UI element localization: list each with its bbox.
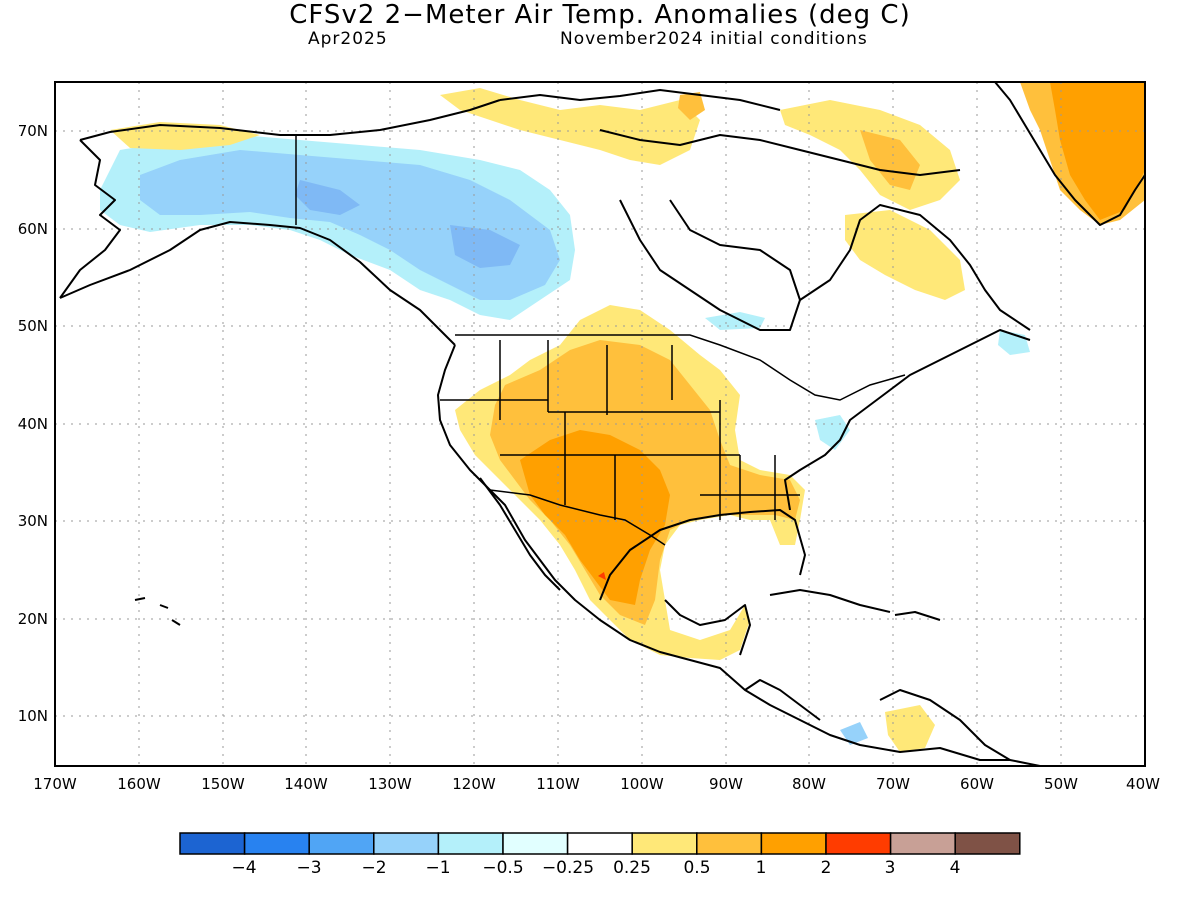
lat-label: 20N — [18, 610, 48, 628]
colorbar-swatch — [889, 832, 956, 855]
colorbar-swatch — [437, 832, 504, 855]
colorbar-label: −0.25 — [542, 858, 594, 878]
map-panel — [55, 82, 1145, 766]
lat-label: 70N — [18, 122, 48, 140]
lon-label: 130W — [368, 775, 412, 793]
map-frame — [54, 81, 1146, 767]
colorbar-swatch — [373, 832, 440, 855]
coastline-hudson-bay — [619, 199, 801, 331]
lon-label: 50W — [1044, 775, 1078, 793]
colorbar-label: −4 — [231, 858, 256, 878]
colorbar-label: 3 — [885, 858, 896, 878]
colorbar-swatch — [566, 832, 633, 855]
colorbar-labels: −4 −3 −2 −1 −0.5 −0.25 0.25 0.5 1 2 3 4 — [231, 858, 960, 878]
lon-label: 70W — [876, 775, 910, 793]
coastline-hispaniola — [894, 611, 941, 621]
lon-label: 110W — [536, 775, 580, 793]
colorbar-swatch — [954, 832, 1021, 855]
colorbar-label: 0.25 — [613, 858, 651, 878]
coastline-baja — [479, 477, 561, 591]
cold-anomaly-newfoundland — [998, 330, 1030, 355]
anomaly-shading — [100, 82, 1145, 752]
lat-label: 60N — [18, 220, 48, 238]
border-us-canada — [455, 334, 906, 401]
political-borders — [295, 135, 906, 546]
lon-label: 120W — [452, 775, 496, 793]
latitude-labels: 70N 60N 50N 40N 30N 20N 10N — [18, 122, 48, 725]
colorbar-label: 4 — [950, 858, 961, 878]
coastline-alaska — [59, 221, 456, 346]
cold-anomaly-colombia — [840, 722, 868, 745]
lon-label: 100W — [620, 775, 664, 793]
lon-label: 40W — [1126, 775, 1160, 793]
lon-label: 90W — [709, 775, 743, 793]
coastline-cuba — [769, 589, 891, 613]
warm-anomaly-arctic-core — [678, 92, 705, 120]
colorbar-label: −2 — [361, 858, 386, 878]
coastline-alaska-north — [79, 99, 501, 141]
lon-label: 80W — [792, 775, 826, 793]
warm-anomaly-greenland-core — [1050, 82, 1145, 220]
lat-label: 40N — [18, 415, 48, 433]
coastline-greenland — [994, 82, 1145, 226]
state-lines — [440, 340, 800, 520]
warm-anomaly-labrador — [845, 210, 965, 300]
colorbar-label: −3 — [296, 858, 321, 878]
colorbar-label: 2 — [821, 858, 832, 878]
warm-anomaly-baffin-core — [860, 130, 920, 190]
longitude-labels: 170W 160W 150W 140W 130W 120W 110W 100W … — [33, 775, 1160, 793]
colorbar-label: −0.5 — [482, 858, 523, 878]
warm-anomaly-core — [520, 430, 670, 605]
lat-label: 50N — [18, 317, 48, 335]
coastline-east-us — [784, 329, 1031, 511]
colorbar-swatch — [179, 832, 246, 855]
colorbar-label: 0.5 — [683, 858, 710, 878]
colorbar-swatch — [760, 832, 827, 855]
colorbar-swatch — [696, 832, 763, 855]
colorbar-swatch — [631, 832, 698, 855]
coastline-central-america — [744, 679, 1011, 761]
coastline-west-us — [437, 344, 1041, 766]
initial-conditions: November2024 initial conditions — [560, 29, 868, 49]
colorbar-swatch — [243, 832, 310, 855]
coastline-alaska-west — [59, 139, 121, 299]
coastline-arctic-archipelago — [499, 89, 961, 176]
cold-anomaly-yukon-core — [295, 180, 360, 215]
colorbar-swatch — [825, 832, 892, 855]
forecast-month: Apr2025 — [308, 29, 388, 49]
warm-anomaly-caribbean — [885, 705, 935, 752]
lon-label: 60W — [960, 775, 994, 793]
warm-anomaly-arctic-islands — [440, 88, 700, 165]
colorbar-swatch — [308, 832, 375, 855]
warm-anomaly-hot-spot — [598, 572, 606, 580]
colorbar-label: 1 — [756, 858, 767, 878]
lat-label: 10N — [18, 707, 48, 725]
coastlines — [59, 82, 1145, 766]
cold-anomaly-alaska-core — [140, 150, 560, 300]
lon-label: 150W — [201, 775, 245, 793]
lat-label: 30N — [18, 512, 48, 530]
lon-label: 170W — [33, 775, 77, 793]
cold-anomaly-bc-core — [450, 225, 520, 268]
border-us-mexico — [489, 489, 666, 546]
lon-label: 140W — [284, 775, 328, 793]
colorbar — [179, 832, 1021, 855]
lon-label: 160W — [117, 775, 161, 793]
colorbar-swatch — [502, 832, 569, 855]
colorbar-label: −1 — [425, 858, 450, 878]
map-title: CFSv2 2−Meter Air Temp. Anomalies (deg C… — [289, 0, 911, 30]
coastline-labrador — [799, 204, 1031, 331]
coastline-hawaii — [134, 597, 181, 626]
